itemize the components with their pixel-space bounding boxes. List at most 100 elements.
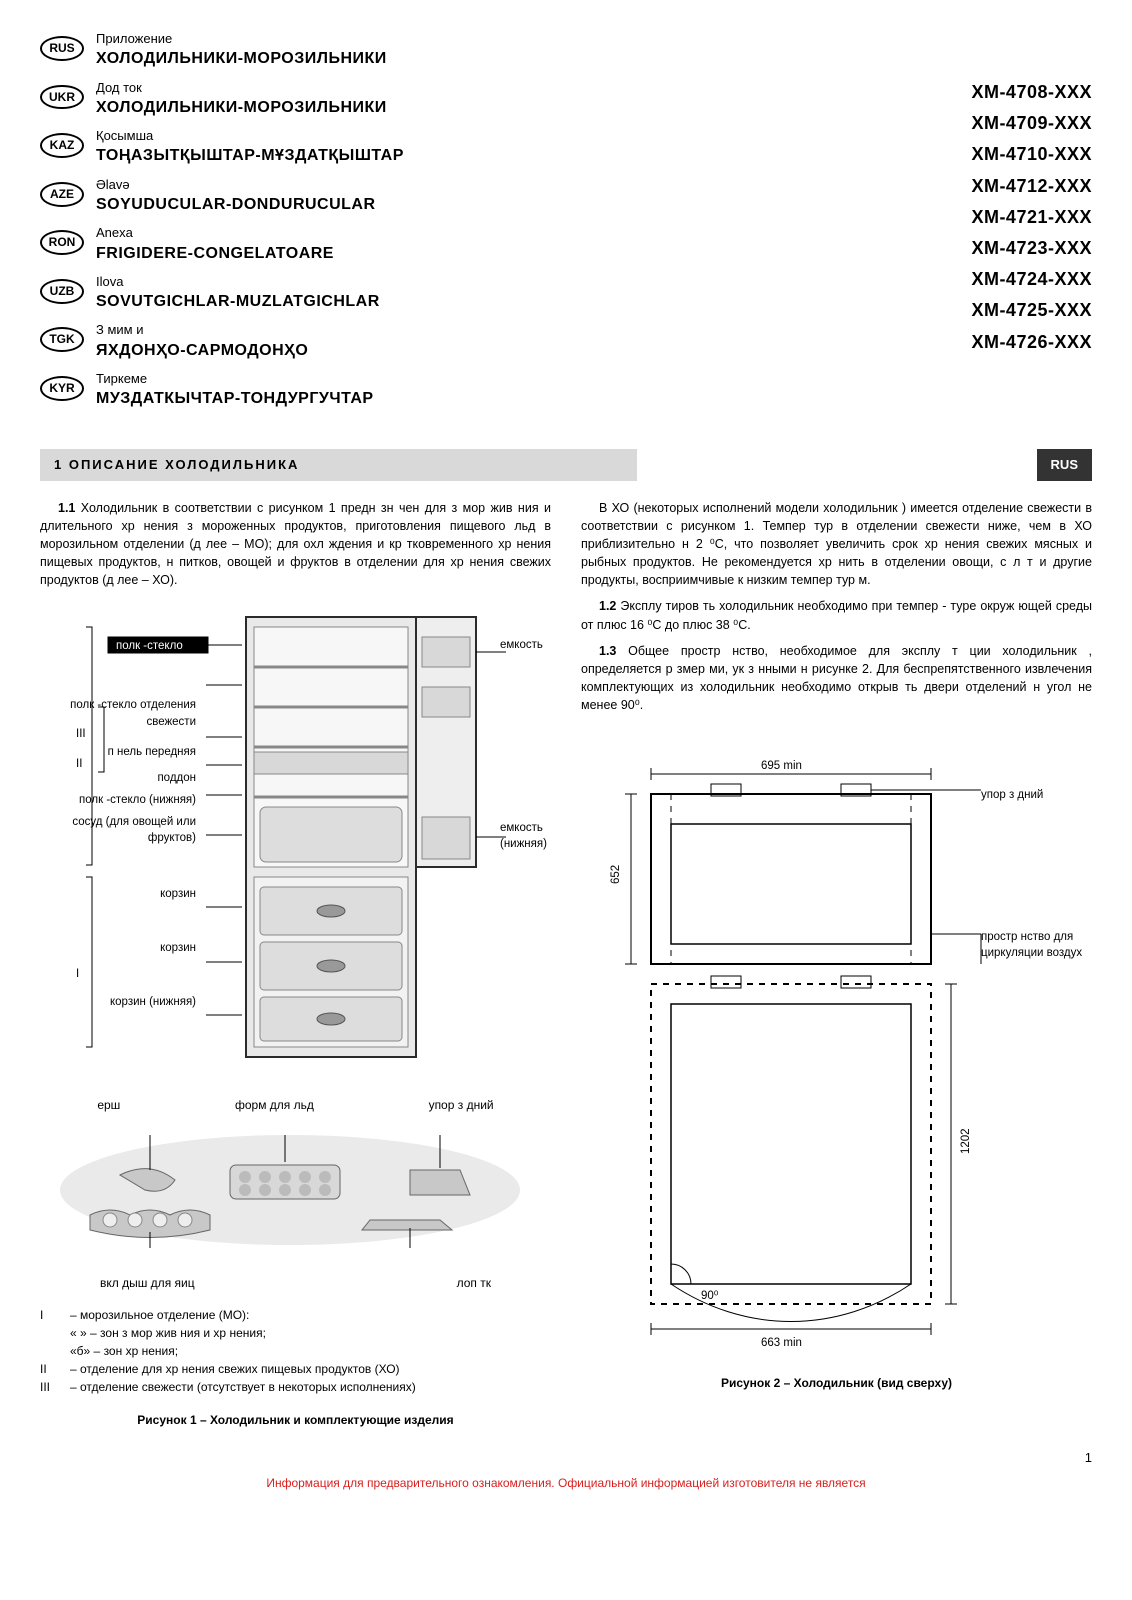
- lang-item: RON Anexa FRIGIDERE-CONGELATOARE: [40, 224, 931, 265]
- accessories-labels-bottom: вкл дыш для яиц лоп тк: [40, 1275, 551, 1292]
- label: ерш: [97, 1097, 120, 1114]
- label: полк -стекло отделения свежести: [40, 697, 196, 729]
- lang-badge: KAZ: [40, 133, 84, 158]
- lang-sub: Приложение: [96, 30, 387, 48]
- accessories-diagram: [40, 1120, 540, 1250]
- dim-h2: 1202: [960, 1129, 972, 1155]
- para-num: 1.2: [599, 599, 616, 613]
- dim-width: 695 min: [761, 760, 802, 772]
- legend-text: – морозильное отделение (МО):: [70, 1306, 249, 1324]
- label: п нель передняя: [40, 744, 196, 760]
- language-list: RUS Приложение ХОЛОДИЛЬНИКИ-МОРОЗИЛЬНИКИ…: [40, 30, 931, 419]
- paragraph: 1.3 Общее простр нство, необходимое для …: [581, 642, 1092, 715]
- lang-sub: Anexa: [96, 224, 334, 242]
- lang-item: TGK З мим и ЯХДОНҲО-САРМОДОНҲО: [40, 321, 931, 362]
- model-item: XM-4709-XXX: [971, 111, 1092, 136]
- accessories-labels-top: ерш форм для льд упор з дний: [40, 1097, 551, 1114]
- label: емкость: [500, 637, 570, 653]
- lang-item: UKR Дод ток ХОЛОДИЛЬНИКИ-МОРОЗИЛЬНИКИ: [40, 79, 931, 120]
- body-columns: 1.1 Холодильник в соответствии с рисунко…: [40, 499, 1092, 1429]
- lang-sub: З мим и: [96, 321, 308, 339]
- label: упор з дний: [429, 1097, 494, 1114]
- label-air-space: простр нство для циркуляции воздух: [981, 929, 1091, 961]
- para-text: Эксплу тиров ть холодильник необходимо п…: [581, 599, 1092, 631]
- model-item: XM-4721-XXX: [971, 205, 1092, 230]
- lang-badge: UKR: [40, 85, 84, 110]
- lang-badge: TGK: [40, 327, 84, 352]
- section-title: 1 ОПИСАНИЕ ХОЛОДИЛЬНИКА: [40, 449, 637, 481]
- lang-sub: Дод ток: [96, 79, 387, 97]
- lang-badge: RON: [40, 230, 84, 255]
- lang-item: KAZ Қосымша ТОҢАЗЫТҚЫШТАР-МҰЗДАТҚЫШТАР: [40, 127, 931, 168]
- dim-h1: 652: [610, 865, 622, 884]
- lang-badge: KYR: [40, 376, 84, 401]
- callouts-left: полк -стекло отделения свежести п нель п…: [40, 657, 196, 1010]
- label: емкость (нижняя): [500, 820, 570, 852]
- disclaimer: Информация для предварительного ознакомл…: [40, 1475, 1092, 1492]
- legend-text: – отделение свежести (отсутствует в неко…: [70, 1378, 416, 1396]
- section-header: 1 ОПИСАНИЕ ХОЛОДИЛЬНИКА RUS: [40, 449, 1092, 481]
- paragraph: 1.2 Эксплу тиров ть холодильник необходи…: [581, 597, 1092, 633]
- left-column: 1.1 Холодильник в соответствии с рисунко…: [40, 499, 551, 1429]
- lang-sub: Қосымша: [96, 127, 404, 145]
- lang-sub: Ilova: [96, 273, 380, 291]
- lang-main: FRIGIDERE-CONGELATOARE: [96, 243, 334, 265]
- model-item: XM-4712-XXX: [971, 174, 1092, 199]
- lang-item: RUS Приложение ХОЛОДИЛЬНИКИ-МОРОЗИЛЬНИКИ: [40, 30, 931, 71]
- lang-item: KYR Тиркеме МУЗДАТКЫЧТАР-ТОНДУРГУЧТАР: [40, 370, 931, 411]
- model-item: XM-4725-XXX: [971, 298, 1092, 323]
- lang-main: SOVUTGICHLAR-MUZLATGICHLAR: [96, 291, 380, 313]
- figure-1: III II I полк -стекло: [40, 607, 551, 1429]
- page-number: 1: [40, 1449, 1092, 1467]
- label: форм для льд: [235, 1097, 314, 1114]
- para-text: Холодильник в соответствии с рисунком 1 …: [40, 501, 551, 588]
- figure-2-caption: Рисунок 2 – Холодильник (вид сверху): [581, 1375, 1092, 1392]
- para-text: Общее простр нство, необходимое для эксп…: [581, 644, 1092, 712]
- para-num: 1.1: [58, 501, 75, 515]
- para-num: 1.3: [599, 644, 616, 658]
- para-text: В ХО (некоторых исполнений модели холоди…: [581, 501, 1092, 588]
- label-shelf-glass: полк -стекло: [116, 640, 183, 652]
- figure-2: 695 min 652 90⁰: [581, 754, 1092, 1392]
- lang-main: ТОҢАЗЫТҚЫШТАР-МҰЗДАТҚЫШТАР: [96, 145, 404, 167]
- section-lang-tab: RUS: [1037, 449, 1092, 481]
- lang-item: AZE Əlavə SOYUDUCULAR-DONDURUCULAR: [40, 176, 931, 217]
- label: вкл дыш для яиц: [100, 1275, 195, 1292]
- lang-badge: UZB: [40, 279, 84, 304]
- lang-main: SOYUDUCULAR-DONDURUCULAR: [96, 194, 376, 216]
- paragraph: 1.1 Холодильник в соответствии с рисунко…: [40, 499, 551, 590]
- label: сосуд (для овощей или фруктов): [40, 814, 196, 846]
- lang-main: ХОЛОДИЛЬНИКИ-МОРОЗИЛЬНИКИ: [96, 97, 387, 119]
- legend-text: « » – зон з мор жив ния и хр нения;: [70, 1324, 266, 1342]
- lang-sub: Əlavə: [96, 176, 376, 194]
- model-item: XM-4726-XXX: [971, 330, 1092, 355]
- label: корзин: [40, 940, 196, 956]
- dim-depth: 663 min: [761, 1337, 802, 1349]
- topview-diagram: 695 min 652 90⁰: [581, 754, 1081, 1354]
- legend-text: «б» – зон хр нения;: [70, 1342, 178, 1360]
- label: лоп тк: [457, 1275, 491, 1292]
- dim-angle: 90⁰: [701, 1290, 719, 1302]
- legend-text: – отделение для хр нения свежих пищевых …: [70, 1360, 400, 1378]
- label: поддон: [40, 770, 196, 786]
- label: корзин (нижняя): [40, 994, 196, 1010]
- paragraph: В ХО (некоторых исполнений модели холоди…: [581, 499, 1092, 590]
- label: корзин: [40, 886, 196, 902]
- lang-main: МУЗДАТКЫЧТАР-ТОНДУРГУЧТАР: [96, 388, 374, 410]
- callouts-right: емкость емкость (нижняя): [500, 637, 570, 851]
- right-column: В ХО (некоторых исполнений модели холоди…: [581, 499, 1092, 1429]
- lang-item: UZB Ilova SOVUTGICHLAR-MUZLATGICHLAR: [40, 273, 931, 314]
- model-list: XM-4708-XXX XM-4709-XXX XM-4710-XXX XM-4…: [971, 30, 1092, 419]
- model-item: XM-4708-XXX: [971, 80, 1092, 105]
- model-item: XM-4723-XXX: [971, 236, 1092, 261]
- model-item: XM-4724-XXX: [971, 267, 1092, 292]
- lang-main: ЯХДОНҲО-САРМОДОНҲО: [96, 340, 308, 362]
- figure-1-legend: I– морозильное отделение (МО): « » – зон…: [40, 1306, 551, 1396]
- lang-main: ХОЛОДИЛЬНИКИ-МОРОЗИЛЬНИКИ: [96, 48, 387, 70]
- model-item: XM-4710-XXX: [971, 142, 1092, 167]
- header: RUS Приложение ХОЛОДИЛЬНИКИ-МОРОЗИЛЬНИКИ…: [40, 30, 1092, 419]
- label: полк -стекло (нижняя): [40, 792, 196, 808]
- lang-badge: RUS: [40, 36, 84, 61]
- figure-1-caption: Рисунок 1 – Холодильник и комплектующие …: [40, 1412, 551, 1429]
- lang-sub: Тиркеме: [96, 370, 374, 388]
